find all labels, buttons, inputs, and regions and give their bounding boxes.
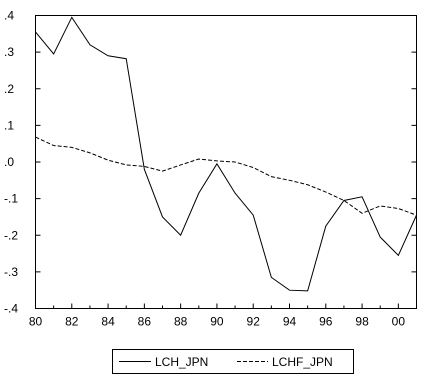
x-tick-label: 00 <box>392 315 406 329</box>
x-tick-label: 80 <box>29 315 43 329</box>
y-tick-label: -.1 <box>4 192 18 206</box>
x-tick-label: 86 <box>138 315 152 329</box>
plot-frame <box>35 15 417 309</box>
y-tick-label: .0 <box>4 155 14 169</box>
y-tick-label: -.4 <box>4 302 18 316</box>
y-tick-label: .3 <box>4 45 14 59</box>
x-tick-label: 96 <box>319 315 333 329</box>
x-tick-label: 88 <box>174 315 188 329</box>
y-tick-label: .4 <box>4 9 14 23</box>
x-tick-label: 84 <box>101 315 115 329</box>
series-line-lchf-jpn <box>35 136 417 216</box>
y-tick-label: .1 <box>4 118 14 132</box>
x-tick-label: 98 <box>355 315 369 329</box>
x-tick-label: 94 <box>283 315 297 329</box>
y-tick-label: -.3 <box>4 265 18 279</box>
legend-label: LCH_JPN <box>155 355 208 369</box>
legend-box <box>112 349 354 374</box>
legend-label: LCHF_JPN <box>272 355 333 369</box>
x-tick-label: 82 <box>65 315 79 329</box>
x-tick-label: 92 <box>247 315 261 329</box>
legend: LCH_JPN LCHF_JPN <box>112 349 354 374</box>
y-tick-label: -.2 <box>4 228 18 242</box>
series-line-lch-jpn <box>35 16 417 292</box>
y-tick-label: .2 <box>4 82 14 96</box>
x-tick-label: 90 <box>210 315 224 329</box>
